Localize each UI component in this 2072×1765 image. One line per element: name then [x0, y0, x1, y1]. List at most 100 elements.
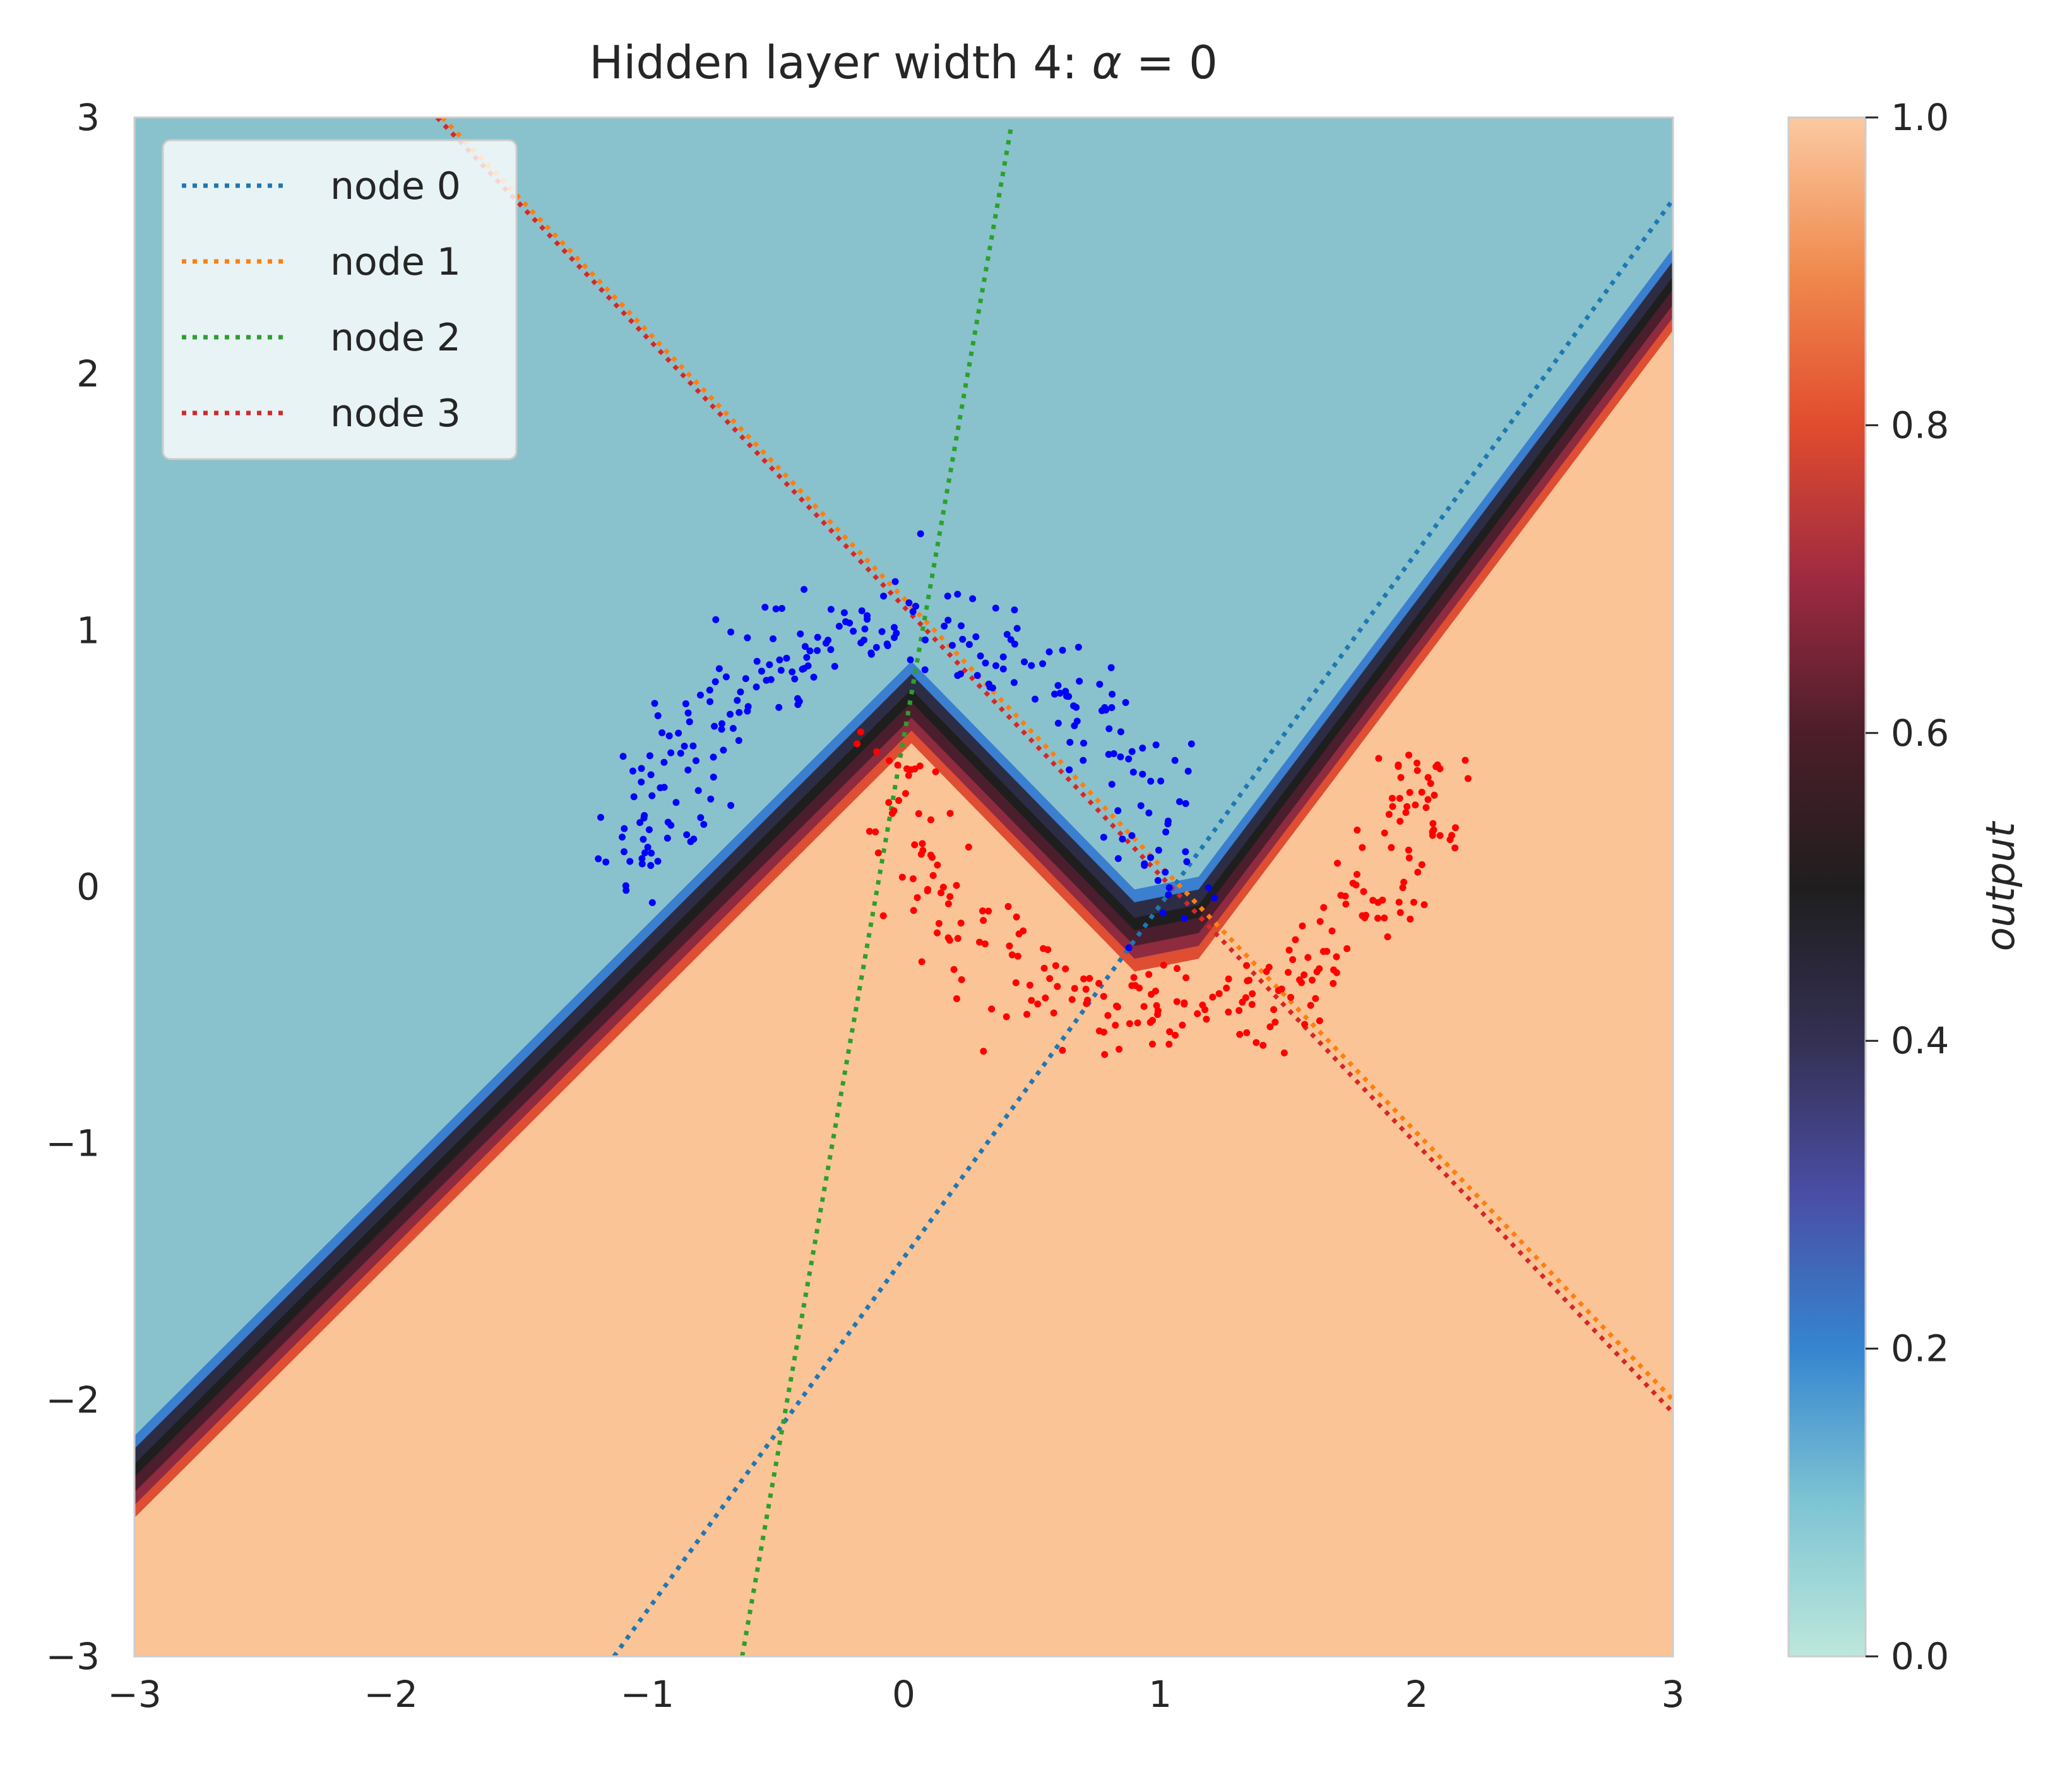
point-class0	[883, 640, 891, 648]
point-class0	[864, 616, 871, 623]
point-class1	[1429, 832, 1436, 839]
point-class1	[915, 810, 922, 817]
point-class0	[683, 831, 691, 839]
point-class1	[910, 907, 917, 914]
point-class0	[718, 720, 725, 727]
point-class0	[645, 826, 653, 834]
point-class1	[1405, 751, 1412, 759]
point-class0	[727, 710, 734, 718]
point-class0	[801, 585, 808, 593]
point-class0	[597, 813, 605, 821]
point-class0	[684, 766, 692, 774]
point-class0	[776, 656, 783, 664]
point-class0	[1128, 832, 1136, 839]
point-class1	[1259, 1041, 1267, 1049]
point-class1	[872, 828, 879, 835]
point-class1	[902, 789, 909, 797]
point-class0	[891, 578, 899, 585]
point-class0	[806, 647, 814, 655]
point-class1	[898, 873, 906, 881]
point-class0	[1011, 606, 1018, 614]
point-class0	[646, 752, 653, 760]
point-class1	[1316, 918, 1324, 925]
point-class0	[735, 737, 742, 745]
point-class0	[1129, 769, 1137, 776]
point-class1	[1328, 927, 1336, 935]
point-class0	[1117, 728, 1124, 736]
point-class0	[1059, 647, 1066, 654]
point-class0	[954, 590, 962, 598]
legend-label-1: node 1	[330, 240, 461, 284]
point-class0	[1010, 679, 1018, 686]
point-class1	[1112, 1021, 1119, 1029]
point-class1	[1003, 1013, 1010, 1020]
colorbar-label: output	[1977, 820, 2023, 951]
point-class0	[766, 661, 773, 669]
point-class0	[689, 742, 697, 750]
x-tick-label: 2	[1405, 1673, 1428, 1716]
point-class0	[1108, 704, 1116, 712]
point-class1	[953, 995, 960, 1003]
point-class0	[1145, 809, 1153, 817]
point-class0	[850, 628, 857, 635]
point-class1	[1399, 884, 1407, 892]
point-class1	[1397, 774, 1405, 781]
point-class1	[1225, 975, 1232, 983]
point-class1	[1012, 979, 1020, 986]
point-class1	[975, 938, 983, 946]
point-class0	[1056, 690, 1064, 697]
point-class0	[1054, 682, 1062, 690]
point-class0	[638, 765, 645, 772]
y-tick-label: 0	[76, 866, 100, 909]
plot-frame	[133, 116, 1674, 1658]
point-class0	[1162, 868, 1169, 876]
point-class1	[934, 861, 941, 869]
point-class1	[1424, 796, 1432, 803]
point-class0	[744, 634, 751, 642]
point-class0	[1147, 854, 1155, 861]
point-class0	[944, 616, 952, 624]
point-class0	[1066, 766, 1073, 774]
point-class1	[919, 840, 926, 847]
point-class0	[621, 825, 628, 832]
point-class1	[1130, 974, 1138, 981]
point-class1	[1352, 881, 1360, 888]
point-class1	[1044, 946, 1052, 954]
point-class1	[1215, 990, 1223, 997]
point-class0	[982, 659, 989, 667]
point-class1	[874, 849, 882, 857]
point-class0	[1152, 741, 1160, 749]
point-class0	[640, 835, 647, 843]
point-class0	[912, 602, 919, 610]
point-class1	[886, 757, 893, 765]
point-class1	[1389, 803, 1396, 810]
point-class1	[1405, 854, 1413, 862]
point-class0	[715, 665, 723, 673]
point-class0	[922, 636, 929, 643]
point-class1	[1201, 1006, 1209, 1014]
point-class1	[1414, 868, 1422, 876]
point-class0	[1105, 751, 1112, 758]
point-class1	[1410, 899, 1417, 906]
point-class0	[1155, 846, 1162, 854]
point-class1	[1023, 1010, 1031, 1018]
point-class1	[1171, 1031, 1179, 1039]
point-class0	[727, 801, 735, 809]
point-class0	[1139, 770, 1146, 778]
point-class0	[777, 667, 785, 674]
point-class1	[1140, 1003, 1148, 1010]
point-class0	[727, 628, 735, 636]
point-class1	[1430, 826, 1438, 834]
point-class0	[1075, 643, 1082, 651]
point-class1	[1080, 975, 1088, 983]
point-class0	[905, 599, 913, 607]
region-low	[134, 117, 1673, 1436]
point-class0	[1137, 802, 1145, 810]
point-class1	[866, 827, 873, 835]
point-class0	[1182, 848, 1189, 856]
point-class0	[1211, 894, 1218, 902]
point-class0	[835, 623, 843, 630]
point-class1	[1412, 801, 1419, 809]
point-class0	[770, 635, 777, 643]
point-class1	[1343, 945, 1351, 952]
